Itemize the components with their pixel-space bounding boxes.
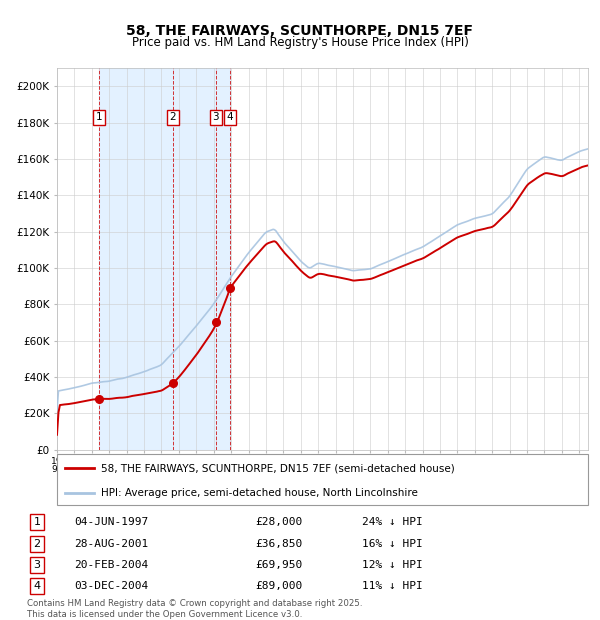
Text: 16% ↓ HPI: 16% ↓ HPI bbox=[362, 539, 422, 549]
Text: £89,000: £89,000 bbox=[256, 582, 303, 591]
Text: Price paid vs. HM Land Registry's House Price Index (HPI): Price paid vs. HM Land Registry's House … bbox=[131, 36, 469, 49]
Text: 03-DEC-2004: 03-DEC-2004 bbox=[74, 582, 149, 591]
Text: Contains HM Land Registry data © Crown copyright and database right 2025.
This d: Contains HM Land Registry data © Crown c… bbox=[27, 600, 362, 619]
Text: £69,950: £69,950 bbox=[256, 560, 303, 570]
Text: 2: 2 bbox=[34, 539, 41, 549]
Text: 58, THE FAIRWAYS, SCUNTHORPE, DN15 7EF (semi-detached house): 58, THE FAIRWAYS, SCUNTHORPE, DN15 7EF (… bbox=[101, 463, 454, 473]
Text: 11% ↓ HPI: 11% ↓ HPI bbox=[362, 582, 422, 591]
Text: 2: 2 bbox=[169, 112, 176, 122]
Text: £28,000: £28,000 bbox=[256, 517, 303, 527]
Text: 28-AUG-2001: 28-AUG-2001 bbox=[74, 539, 149, 549]
Text: £36,850: £36,850 bbox=[256, 539, 303, 549]
Text: 04-JUN-1997: 04-JUN-1997 bbox=[74, 517, 149, 527]
Text: 20-FEB-2004: 20-FEB-2004 bbox=[74, 560, 149, 570]
Text: 12% ↓ HPI: 12% ↓ HPI bbox=[362, 560, 422, 570]
Text: 58, THE FAIRWAYS, SCUNTHORPE, DN15 7EF: 58, THE FAIRWAYS, SCUNTHORPE, DN15 7EF bbox=[127, 24, 473, 38]
Text: 3: 3 bbox=[212, 112, 219, 122]
Text: 4: 4 bbox=[226, 112, 233, 122]
FancyBboxPatch shape bbox=[57, 454, 588, 505]
Text: 1: 1 bbox=[34, 517, 41, 527]
Bar bbox=[99, 68, 230, 450]
Text: HPI: Average price, semi-detached house, North Lincolnshire: HPI: Average price, semi-detached house,… bbox=[101, 487, 418, 498]
Text: 3: 3 bbox=[34, 560, 41, 570]
Text: 4: 4 bbox=[34, 582, 41, 591]
Text: 1: 1 bbox=[96, 112, 103, 122]
Text: 24% ↓ HPI: 24% ↓ HPI bbox=[362, 517, 422, 527]
